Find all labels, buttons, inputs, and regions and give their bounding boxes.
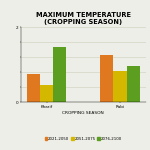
Bar <box>113 71 127 102</box>
Legend: 2021-2050, 2051-2075, 2076-2100: 2021-2050, 2051-2075, 2076-2100 <box>43 135 123 142</box>
Bar <box>53 46 66 102</box>
Bar <box>40 85 53 102</box>
X-axis label: CROPPING SEASON: CROPPING SEASON <box>62 111 104 115</box>
Title: MAXIMUM TEMPERATURE
(CROPPING SEASON): MAXIMUM TEMPERATURE (CROPPING SEASON) <box>36 12 131 25</box>
Bar <box>100 55 113 102</box>
Bar <box>27 74 40 102</box>
Bar <box>127 66 140 102</box>
